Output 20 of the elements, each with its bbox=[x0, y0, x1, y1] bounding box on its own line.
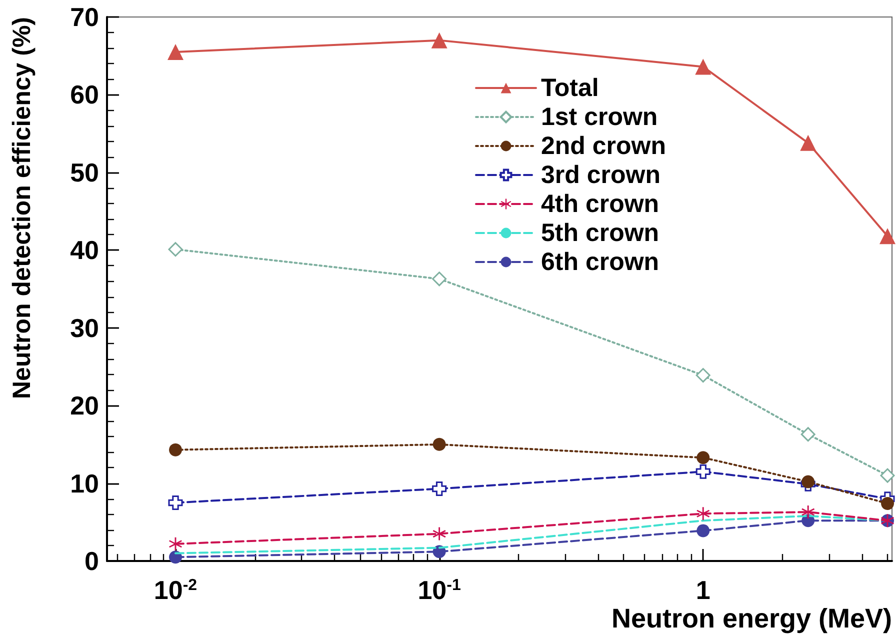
x-tick-label: 1 bbox=[696, 575, 710, 605]
y-tick-label: 70 bbox=[70, 2, 99, 32]
legend-label: 3rd crown bbox=[541, 161, 660, 189]
legend-label: 4th crown bbox=[541, 190, 660, 218]
legend-label: 6th crown bbox=[541, 248, 660, 276]
y-tick-label: 40 bbox=[70, 235, 99, 266]
legend-label: 2nd crown bbox=[541, 132, 666, 160]
y-tick-label: 10 bbox=[70, 468, 99, 498]
legend-label: Total bbox=[541, 74, 599, 102]
y-tick-label: 20 bbox=[70, 390, 99, 421]
y-tick-label: 30 bbox=[70, 312, 99, 343]
y-tick-label: 60 bbox=[70, 80, 99, 110]
y-tick-label: 50 bbox=[70, 157, 99, 188]
x-axis-title: Neutron energy (MeV) bbox=[611, 604, 892, 634]
y-axis-title: Neutron detection efficiency (%) bbox=[8, 17, 36, 399]
legend-label: 5th crown bbox=[541, 219, 660, 247]
legend-label: 1st crown bbox=[541, 103, 658, 131]
x-tick-label: 10$^{-1}$ bbox=[418, 575, 461, 605]
x-tick-label: 10$^{-2}$ bbox=[154, 575, 198, 605]
y-tick-label: 0 bbox=[84, 546, 99, 576]
